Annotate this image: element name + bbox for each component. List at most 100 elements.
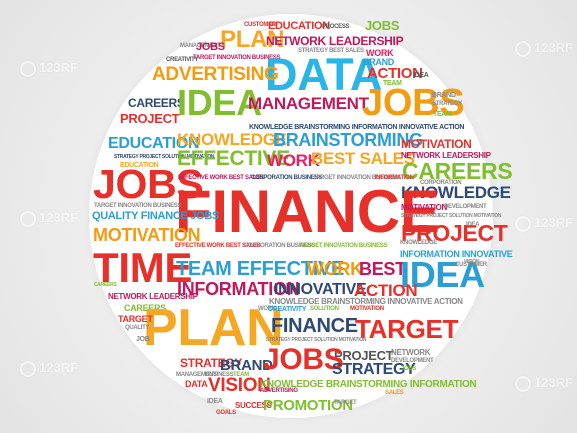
cloud-word: ADVERTISING xyxy=(152,64,279,85)
cloud-word: FINANCE xyxy=(175,178,440,245)
cloud-word: JOBS xyxy=(365,18,400,33)
cloud-word: INFORMATION xyxy=(177,279,300,299)
cloud-word: EFFECTIVE WORK BEST SALES xyxy=(175,243,261,249)
cloud-word: JOB xyxy=(136,336,150,343)
cloud-word: JOBS xyxy=(196,41,225,53)
cloud-word: KNOWLEDGE BRAINSTORMING INFORMATION INNO… xyxy=(249,124,465,131)
cloud-word: CORPORATION BUSINESS xyxy=(251,175,322,181)
cloud-word: KNOWLEDGE BRAINSTORMING INFORMATION xyxy=(260,379,477,390)
cloud-word: BEST SALES xyxy=(311,149,415,168)
cloud-word: IDEA xyxy=(207,398,223,405)
cloud-word: CAREERS xyxy=(128,96,185,110)
cloud-word: CORPORATION BUSINESS xyxy=(244,243,315,249)
cloud-word: STRATEGY xyxy=(332,361,416,378)
cloud-word: SALES xyxy=(385,390,404,396)
cloud-word: CUSTOMER xyxy=(455,262,487,268)
cloud-word: DATA xyxy=(265,49,383,100)
cloud-word: CAREERS xyxy=(94,282,117,288)
cloud-word: TARGET xyxy=(355,314,459,344)
cloud-word: NETWORK LEADERSHIP xyxy=(401,151,491,160)
cloud-word: EDUCATION xyxy=(120,162,159,169)
cloud-word: SOLUTION xyxy=(310,306,339,312)
cloud-word: IDEA xyxy=(400,254,485,295)
cloud-word: KNOWLEDGE xyxy=(400,240,437,246)
cloud-word: PROJECT xyxy=(120,111,180,126)
cloud-word: TARGET xyxy=(118,314,153,324)
cloud-word: NETWORK LEADERSHIP xyxy=(266,34,404,48)
cloud-word: EDUCATION xyxy=(108,135,200,152)
cloud-word: QUALITY FINANCE JOBS xyxy=(92,210,220,222)
cloud-word: BUSINESS xyxy=(205,372,234,378)
cloud-word: WORK xyxy=(307,259,363,279)
cloud-word: TEAM EFFECTIVE xyxy=(176,258,345,280)
cloud-word: CUSTOMER xyxy=(244,22,276,28)
cloud-word: SUCCESS xyxy=(235,401,272,410)
cloud-word: EDUCATION xyxy=(268,20,330,32)
cloud-word: TARGET INNOVATION BUSINESS xyxy=(193,55,281,61)
cloud-word: NETWORK LEADERSHIP xyxy=(108,292,198,301)
cloud-word: INNOVATIVE xyxy=(274,281,367,298)
cloud-word: PROJECT xyxy=(401,220,508,246)
cloud-word: MOTIVATION xyxy=(401,203,448,212)
cloud-word: KNOWLEDGE BRAINSTORMING INNOVATIVE ACTIO… xyxy=(269,297,463,306)
cloud-word: STRATEGY PROJECT SOLUTION MOTIVATION xyxy=(401,213,502,219)
watermark-icon xyxy=(515,375,531,392)
cloud-word: BRAND xyxy=(363,57,394,67)
watermark-label: 123RF xyxy=(515,375,573,392)
watermark-icon xyxy=(515,40,531,57)
watermark-label: 123RF xyxy=(20,210,78,227)
cloud-word: CAREERS xyxy=(402,158,513,184)
cloud-word: EFFECTIVE xyxy=(177,147,290,170)
watermark-label: 123RF xyxy=(20,360,78,377)
cloud-word: TEAM xyxy=(233,372,249,378)
cloud-word: STRATEGY BEST SALES xyxy=(298,48,364,54)
cloud-word: QUALITY xyxy=(125,325,150,331)
cloud-word: ACTION xyxy=(354,281,418,300)
cloud-word: INFORMATION INNOVATIVE xyxy=(400,249,513,259)
cloud-word: PLAN xyxy=(220,26,285,53)
cloud-word: CREATIVITY xyxy=(166,57,199,63)
cloud-word: STRATEGY xyxy=(180,356,243,370)
cloud-word: NETWORK xyxy=(391,348,431,357)
cloud-word: MANAGEMENT xyxy=(248,94,369,113)
cloud-word: STRATEGY PROJECT SOLUTION MOTIVATION xyxy=(266,337,367,343)
cloud-word: IDEA xyxy=(413,72,429,79)
cloud-word: ACTION xyxy=(367,65,423,82)
watermark-label: 123RF xyxy=(515,40,573,57)
watermark-label: 123RF xyxy=(515,215,573,232)
cloud-word: DEVELOPMENT xyxy=(444,204,487,210)
cloud-word: PLAN xyxy=(143,299,284,357)
cloud-word: MANAGEMENT xyxy=(180,43,221,49)
cloud-word: PROJECT xyxy=(334,348,394,363)
watermark-label: 123RF xyxy=(20,60,78,77)
cloud-word: MOTIVATION xyxy=(401,137,472,151)
cloud-word: JOBS xyxy=(401,366,417,372)
cloud-word: ADVERTISING xyxy=(260,388,298,394)
cloud-word: TARGET INNOVATION BUSINESS xyxy=(300,243,388,249)
cloud-word: FINANCE xyxy=(271,315,358,337)
cloud-word: STRATEGY PROJECT SOLUTION MOTIVATION xyxy=(114,154,215,160)
cloud-word: TARGET xyxy=(334,400,357,406)
cloud-word: TEAM xyxy=(383,80,402,87)
cloud-word: WORK xyxy=(258,306,276,312)
cloud-word: CAREERS xyxy=(124,303,166,313)
cloud-word: WORK xyxy=(267,151,320,170)
cloud-word: JOBS xyxy=(263,343,344,376)
watermark-icon xyxy=(20,360,36,377)
cloud-word: JOBS xyxy=(362,82,465,124)
cloud-word: MOTIVATION xyxy=(350,306,384,312)
cloud-word: BRAND xyxy=(220,357,273,374)
cloud-word: IDEA xyxy=(466,222,480,228)
watermark-icon xyxy=(20,60,36,77)
cloud-word: TARGET INNOVATION BUSINESS xyxy=(94,203,182,209)
watermark-icon xyxy=(515,215,531,232)
circle-backdrop xyxy=(89,14,493,418)
cloud-word: TIME xyxy=(93,244,193,291)
cloud-word: MANAGEMENT xyxy=(176,372,217,378)
watermark-icon xyxy=(20,210,36,227)
cloud-word: WORK xyxy=(366,48,394,58)
cloud-word: IDEA xyxy=(177,82,262,123)
cloud-word: BEST xyxy=(359,259,406,279)
